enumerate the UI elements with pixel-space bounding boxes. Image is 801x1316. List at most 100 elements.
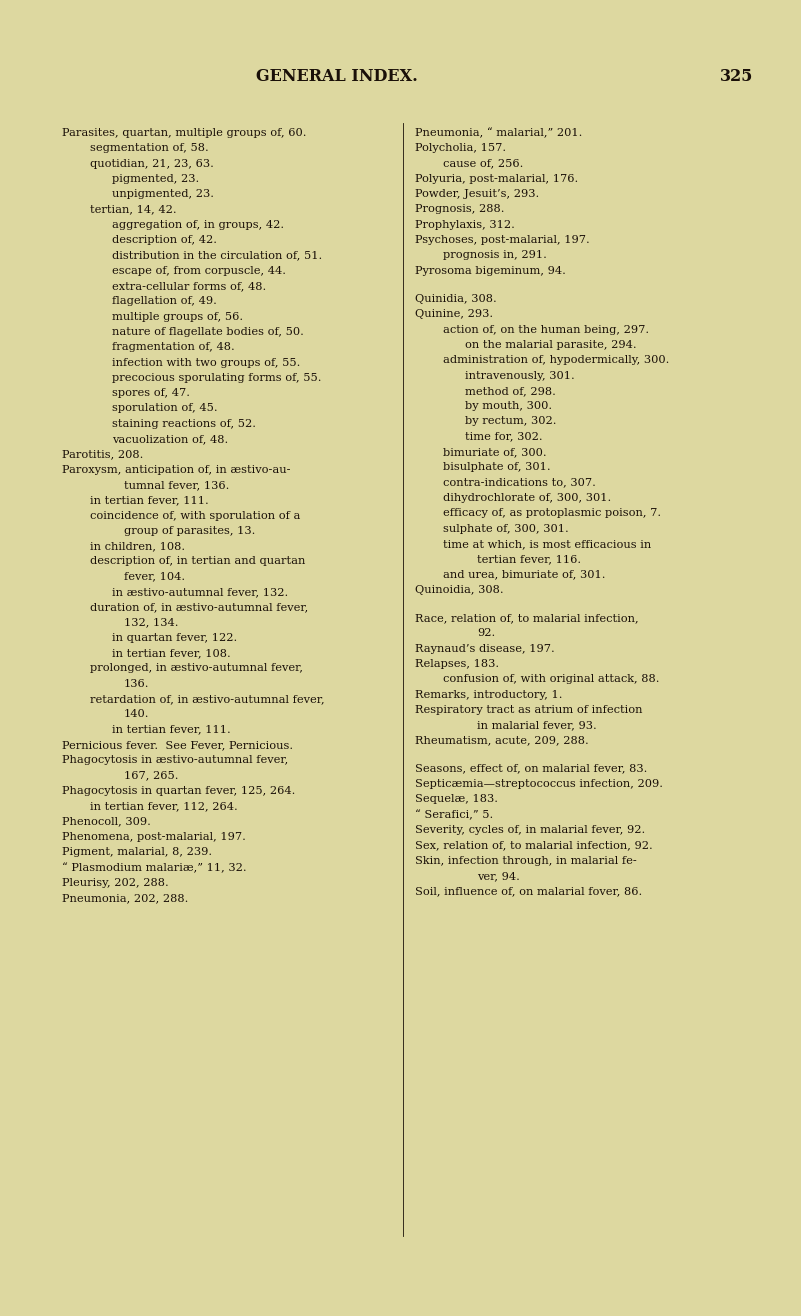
Text: aggregation of, in groups, 42.: aggregation of, in groups, 42. [112, 220, 284, 230]
Text: description of, 42.: description of, 42. [112, 236, 217, 245]
Text: escape of, from corpuscle, 44.: escape of, from corpuscle, 44. [112, 266, 286, 275]
Text: GENERAL INDEX.: GENERAL INDEX. [256, 68, 417, 86]
Text: ver, 94.: ver, 94. [477, 871, 520, 880]
Text: in quartan fever, 122.: in quartan fever, 122. [112, 633, 237, 644]
Text: spores of, 47.: spores of, 47. [112, 388, 190, 399]
Text: Soil, influence of, on malarial fover, 86.: Soil, influence of, on malarial fover, 8… [415, 886, 642, 896]
Text: by mouth, 300.: by mouth, 300. [465, 401, 552, 411]
Text: action of, on the human being, 297.: action of, on the human being, 297. [443, 325, 649, 334]
Text: Skin, infection through, in malarial fe-: Skin, infection through, in malarial fe- [415, 855, 637, 866]
Text: 167, 265.: 167, 265. [124, 771, 179, 780]
Text: Pleurisy, 202, 288.: Pleurisy, 202, 288. [62, 878, 169, 888]
Text: in tertian fever, 108.: in tertian fever, 108. [112, 649, 231, 658]
Text: Polyuria, post-malarial, 176.: Polyuria, post-malarial, 176. [415, 174, 578, 184]
Text: efficacy of, as protoplasmic poison, 7.: efficacy of, as protoplasmic poison, 7. [443, 508, 661, 519]
Text: Phenocoll, 309.: Phenocoll, 309. [62, 816, 151, 826]
Text: infection with two groups of, 55.: infection with two groups of, 55. [112, 358, 300, 367]
Text: sporulation of, 45.: sporulation of, 45. [112, 404, 218, 413]
Text: bimuriate of, 300.: bimuriate of, 300. [443, 447, 546, 457]
Text: 136.: 136. [124, 679, 150, 688]
Text: coincidence of, with sporulation of a: coincidence of, with sporulation of a [90, 511, 300, 521]
Text: administration of, hypodermically, 300.: administration of, hypodermically, 300. [443, 355, 670, 366]
Text: flagellation of, 49.: flagellation of, 49. [112, 296, 217, 307]
Text: in tertian fever, 111.: in tertian fever, 111. [112, 725, 231, 734]
Text: Rheumatism, acute, 209, 288.: Rheumatism, acute, 209, 288. [415, 736, 589, 745]
Text: Quinine, 293.: Quinine, 293. [415, 309, 493, 320]
Text: on the malarial parasite, 294.: on the malarial parasite, 294. [465, 340, 637, 350]
Text: Parasites, quartan, multiple groups of, 60.: Parasites, quartan, multiple groups of, … [62, 128, 307, 138]
Text: Pigment, malarial, 8, 239.: Pigment, malarial, 8, 239. [62, 848, 212, 857]
Text: Phagocytosis in æstivo-autumnal fever,: Phagocytosis in æstivo-autumnal fever, [62, 755, 288, 766]
Text: prognosis in, 291.: prognosis in, 291. [443, 250, 547, 261]
Text: Seasons, effect of, on malarial fever, 83.: Seasons, effect of, on malarial fever, 8… [415, 763, 647, 774]
Text: Severity, cycles of, in malarial fever, 92.: Severity, cycles of, in malarial fever, … [415, 825, 646, 834]
Text: by rectum, 302.: by rectum, 302. [465, 416, 557, 426]
Text: Parotitis, 208.: Parotitis, 208. [62, 449, 143, 459]
Text: 140.: 140. [124, 709, 150, 720]
Text: dihydrochlorate of, 300, 301.: dihydrochlorate of, 300, 301. [443, 494, 611, 503]
Text: Powder, Jesuit’s, 293.: Powder, Jesuit’s, 293. [415, 190, 539, 199]
Text: fragmentation of, 48.: fragmentation of, 48. [112, 342, 235, 353]
Text: tertian, 14, 42.: tertian, 14, 42. [90, 204, 177, 215]
Text: Quinoidia, 308.: Quinoidia, 308. [415, 584, 504, 595]
Text: time for, 302.: time for, 302. [465, 432, 542, 442]
Text: Prophylaxis, 312.: Prophylaxis, 312. [415, 220, 515, 230]
Text: 325: 325 [719, 68, 753, 86]
Text: Race, relation of, to malarial infection,: Race, relation of, to malarial infection… [415, 613, 638, 622]
Text: Septicæmia—streptococcus infection, 209.: Septicæmia—streptococcus infection, 209. [415, 779, 663, 790]
Text: description of, in tertian and quartan: description of, in tertian and quartan [90, 557, 305, 566]
Text: tumnal fever, 136.: tumnal fever, 136. [124, 480, 229, 490]
Text: and urea, bimuriate of, 301.: and urea, bimuriate of, 301. [443, 570, 606, 579]
Text: nature of flagellate bodies of, 50.: nature of flagellate bodies of, 50. [112, 326, 304, 337]
Text: “ Plasmodium malariæ,” 11, 32.: “ Plasmodium malariæ,” 11, 32. [62, 862, 247, 873]
Text: prolonged, in æstivo-autumnal fever,: prolonged, in æstivo-autumnal fever, [90, 663, 303, 674]
Text: duration of, in æstivo-autumnal fever,: duration of, in æstivo-autumnal fever, [90, 603, 308, 612]
Text: Sequelæ, 183.: Sequelæ, 183. [415, 795, 498, 804]
Text: tertian fever, 116.: tertian fever, 116. [477, 554, 581, 565]
Text: precocious sporulating forms of, 55.: precocious sporulating forms of, 55. [112, 372, 321, 383]
Text: “ Serafici,” 5.: “ Serafici,” 5. [415, 809, 493, 820]
Text: Raynaud’s disease, 197.: Raynaud’s disease, 197. [415, 644, 555, 654]
Text: Phagocytosis in quartan fever, 125, 264.: Phagocytosis in quartan fever, 125, 264. [62, 786, 296, 796]
Text: in tertian fever, 111.: in tertian fever, 111. [90, 495, 209, 505]
Text: distribution in the circulation of, 51.: distribution in the circulation of, 51. [112, 250, 322, 261]
Text: Phenomena, post-malarial, 197.: Phenomena, post-malarial, 197. [62, 832, 246, 842]
Text: in tertian fever, 112, 264.: in tertian fever, 112, 264. [90, 801, 238, 811]
Text: 92.: 92. [477, 628, 495, 638]
Text: multiple groups of, 56.: multiple groups of, 56. [112, 312, 244, 321]
Text: retardation of, in æstivo-autumnal fever,: retardation of, in æstivo-autumnal fever… [90, 694, 324, 704]
Text: in malarial fever, 93.: in malarial fever, 93. [477, 720, 597, 730]
Text: extra-cellular forms of, 48.: extra-cellular forms of, 48. [112, 282, 266, 291]
Text: Prognosis, 288.: Prognosis, 288. [415, 204, 505, 215]
Text: Respiratory tract as atrium of infection: Respiratory tract as atrium of infection [415, 705, 642, 715]
Text: Polycholia, 157.: Polycholia, 157. [415, 143, 506, 153]
Text: Quinidia, 308.: Quinidia, 308. [415, 293, 497, 304]
Text: Relapses, 183.: Relapses, 183. [415, 659, 499, 669]
Text: segmentation of, 58.: segmentation of, 58. [90, 143, 209, 153]
Text: 132, 134.: 132, 134. [124, 617, 179, 628]
Text: quotidian, 21, 23, 63.: quotidian, 21, 23, 63. [90, 159, 214, 168]
Text: in children, 108.: in children, 108. [90, 541, 185, 551]
Text: staining reactions of, 52.: staining reactions of, 52. [112, 418, 256, 429]
Text: Sex, relation of, to malarial infection, 92.: Sex, relation of, to malarial infection,… [415, 840, 653, 850]
Text: contra-indications to, 307.: contra-indications to, 307. [443, 478, 596, 488]
Text: Pneumonia, 202, 288.: Pneumonia, 202, 288. [62, 894, 188, 903]
Text: in æstivo-autumnal fever, 132.: in æstivo-autumnal fever, 132. [112, 587, 288, 597]
Text: group of parasites, 13.: group of parasites, 13. [124, 526, 256, 536]
Text: pigmented, 23.: pigmented, 23. [112, 174, 199, 184]
Text: method of, 298.: method of, 298. [465, 386, 556, 396]
Text: unpigmented, 23.: unpigmented, 23. [112, 190, 214, 199]
Text: bisulphate of, 301.: bisulphate of, 301. [443, 462, 550, 472]
Text: intravenously, 301.: intravenously, 301. [465, 371, 575, 380]
Text: vacuolization of, 48.: vacuolization of, 48. [112, 434, 228, 443]
Text: time at which, is most efficacious in: time at which, is most efficacious in [443, 538, 651, 549]
Text: confusion of, with original attack, 88.: confusion of, with original attack, 88. [443, 674, 659, 684]
Text: Pneumonia, “ malarial,” 201.: Pneumonia, “ malarial,” 201. [415, 128, 582, 138]
Text: sulphate of, 300, 301.: sulphate of, 300, 301. [443, 524, 569, 533]
Text: Paroxysm, anticipation of, in æstivo-au-: Paroxysm, anticipation of, in æstivo-au- [62, 465, 291, 475]
Text: fever, 104.: fever, 104. [124, 571, 185, 582]
Text: Pernicious fever.  See Fever, Pernicious.: Pernicious fever. See Fever, Pernicious. [62, 740, 293, 750]
Text: cause of, 256.: cause of, 256. [443, 159, 523, 168]
Text: Pyrosoma bigeminum, 94.: Pyrosoma bigeminum, 94. [415, 266, 566, 275]
Text: Psychoses, post-malarial, 197.: Psychoses, post-malarial, 197. [415, 236, 590, 245]
